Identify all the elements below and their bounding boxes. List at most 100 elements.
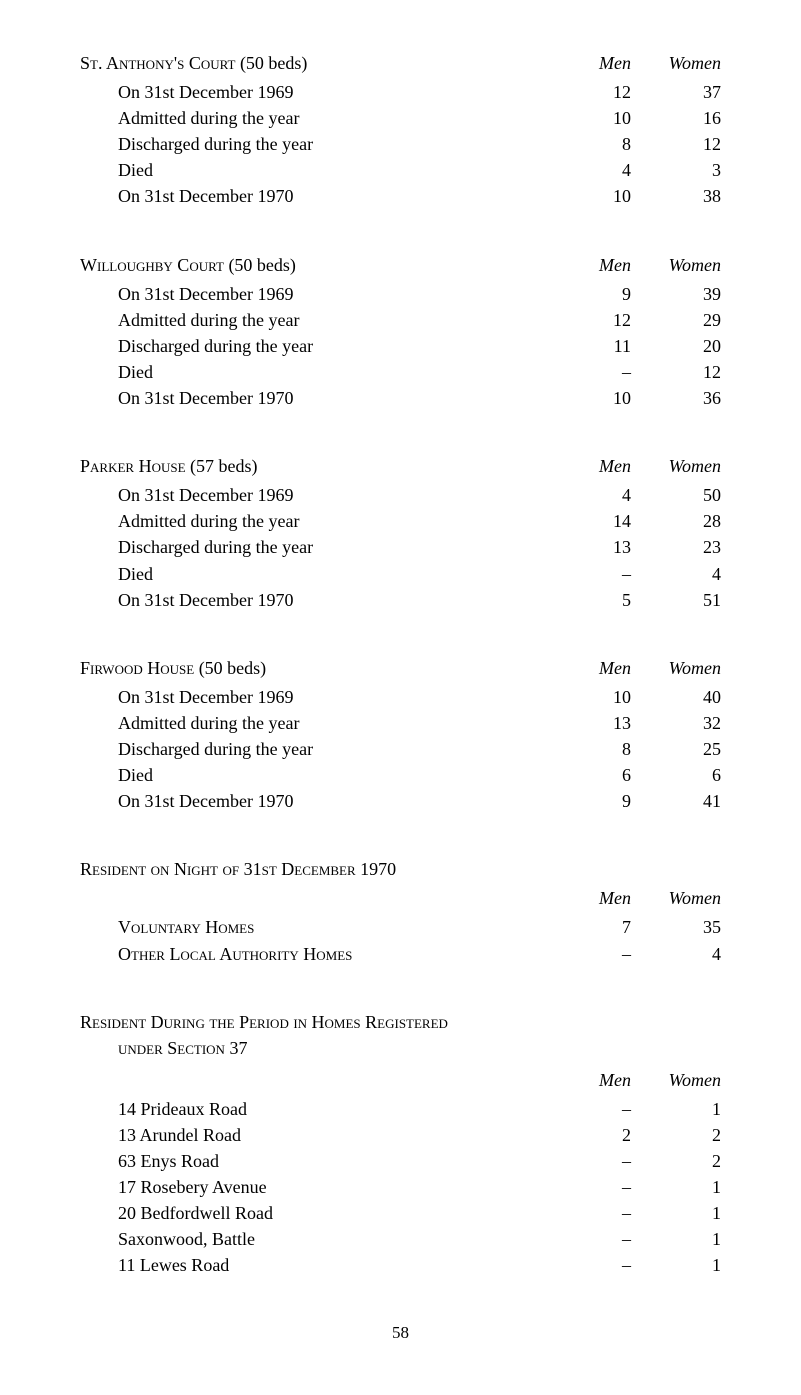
col-header-women: Women — [631, 885, 721, 911]
val-women: 36 — [631, 385, 721, 411]
val-women: 20 — [631, 333, 721, 359]
data-row: Discharged during the year825 — [80, 736, 721, 762]
data-row: Died–4 — [80, 561, 721, 587]
row-label: 11 Lewes Road — [118, 1252, 551, 1278]
val-men: – — [551, 1174, 631, 1200]
row-label: On 31st December 1970 — [118, 385, 551, 411]
section-resident-night: Resident on Night of 31st December 1970 … — [80, 856, 721, 966]
col-header-women: Women — [631, 252, 721, 278]
data-row: On 31st December 19691237 — [80, 79, 721, 105]
val-men: 7 — [551, 914, 631, 940]
val-men: 10 — [551, 183, 631, 209]
val-men: 10 — [551, 684, 631, 710]
data-row: Died66 — [80, 762, 721, 788]
val-men: – — [551, 359, 631, 385]
val-men: – — [551, 1148, 631, 1174]
section-title: Parker House (57 beds) — [80, 453, 551, 479]
data-row: 14 Prideaux Road–1 — [80, 1096, 721, 1122]
row-label: Died — [118, 762, 551, 788]
val-men: – — [551, 1252, 631, 1278]
section-st-anthony: St. Anthony's Court (50 beds) Men Women … — [80, 50, 721, 210]
val-men: 9 — [551, 281, 631, 307]
data-row: Admitted during the year1229 — [80, 307, 721, 333]
row-label: Admitted during the year — [118, 508, 551, 534]
section-resident-period: Resident During the Period in Homes Regi… — [80, 1009, 721, 1279]
val-women: 1 — [631, 1226, 721, 1252]
data-row: On 31st December 1969450 — [80, 482, 721, 508]
val-women: 6 — [631, 762, 721, 788]
col-header-women: Women — [631, 453, 721, 479]
val-women: 2 — [631, 1148, 721, 1174]
val-men: 8 — [551, 131, 631, 157]
val-women: 40 — [631, 684, 721, 710]
val-men: – — [551, 941, 631, 967]
row-label: 63 Enys Road — [118, 1148, 551, 1174]
val-men: – — [551, 561, 631, 587]
val-women: 32 — [631, 710, 721, 736]
val-men: 12 — [551, 79, 631, 105]
page-number: 58 — [80, 1321, 721, 1346]
data-row: 11 Lewes Road–1 — [80, 1252, 721, 1278]
data-row: 20 Bedfordwell Road–1 — [80, 1200, 721, 1226]
data-row: Saxonwood, Battle–1 — [80, 1226, 721, 1252]
val-men: 10 — [551, 105, 631, 131]
row-label: Other Local Authority Homes — [118, 941, 551, 967]
col-header-women: Women — [631, 1067, 721, 1093]
section-willoughby: Willoughby Court (50 beds) Men Women On … — [80, 252, 721, 412]
data-row: 63 Enys Road–2 — [80, 1148, 721, 1174]
section-header: Willoughby Court (50 beds) Men Women — [80, 252, 721, 278]
data-row: On 31st December 1970941 — [80, 788, 721, 814]
val-women: 1 — [631, 1174, 721, 1200]
data-row: Died43 — [80, 157, 721, 183]
section-header: Parker House (57 beds) Men Women — [80, 453, 721, 479]
val-men: – — [551, 1200, 631, 1226]
row-label: Admitted during the year — [118, 710, 551, 736]
val-women: 4 — [631, 941, 721, 967]
val-men: 4 — [551, 157, 631, 183]
data-row: Admitted during the year1428 — [80, 508, 721, 534]
val-women: 4 — [631, 561, 721, 587]
val-men: 13 — [551, 534, 631, 560]
val-women: 1 — [631, 1096, 721, 1122]
val-men: 10 — [551, 385, 631, 411]
val-women: 35 — [631, 914, 721, 940]
data-row: Discharged during the year812 — [80, 131, 721, 157]
row-label: Died — [118, 359, 551, 385]
val-women: 23 — [631, 534, 721, 560]
val-women: 38 — [631, 183, 721, 209]
val-women: 29 — [631, 307, 721, 333]
row-label: 13 Arundel Road — [118, 1122, 551, 1148]
section-header: Firwood House (50 beds) Men Women — [80, 655, 721, 681]
val-men: 12 — [551, 307, 631, 333]
data-row: Voluntary Homes735 — [80, 914, 721, 940]
section-title: Resident on Night of 31st December 1970 — [80, 856, 721, 882]
section-title-line2: under Section 37 — [80, 1035, 721, 1061]
data-row: 17 Rosebery Avenue–1 — [80, 1174, 721, 1200]
val-women: 51 — [631, 587, 721, 613]
val-women: 1 — [631, 1252, 721, 1278]
val-men: 4 — [551, 482, 631, 508]
col-header-men: Men — [551, 50, 631, 76]
row-label: 14 Prideaux Road — [118, 1096, 551, 1122]
col-header-men: Men — [551, 453, 631, 479]
section-header: Men Women — [80, 1067, 721, 1093]
col-header-men: Men — [551, 655, 631, 681]
section-title-line1: Resident During the Period in Homes Regi… — [80, 1009, 721, 1035]
data-row: 13 Arundel Road22 — [80, 1122, 721, 1148]
val-women: 2 — [631, 1122, 721, 1148]
col-header-women: Women — [631, 655, 721, 681]
row-label: Discharged during the year — [118, 131, 551, 157]
val-men: 13 — [551, 710, 631, 736]
val-men: 5 — [551, 587, 631, 613]
val-men: 9 — [551, 788, 631, 814]
row-label: On 31st December 1969 — [118, 482, 551, 508]
row-label: Saxonwood, Battle — [118, 1226, 551, 1252]
val-women: 39 — [631, 281, 721, 307]
row-label: Died — [118, 561, 551, 587]
row-label: On 31st December 1969 — [118, 684, 551, 710]
col-header-women: Women — [631, 50, 721, 76]
val-women: 41 — [631, 788, 721, 814]
row-label: On 31st December 1969 — [118, 79, 551, 105]
row-label: Admitted during the year — [118, 307, 551, 333]
val-women: 3 — [631, 157, 721, 183]
